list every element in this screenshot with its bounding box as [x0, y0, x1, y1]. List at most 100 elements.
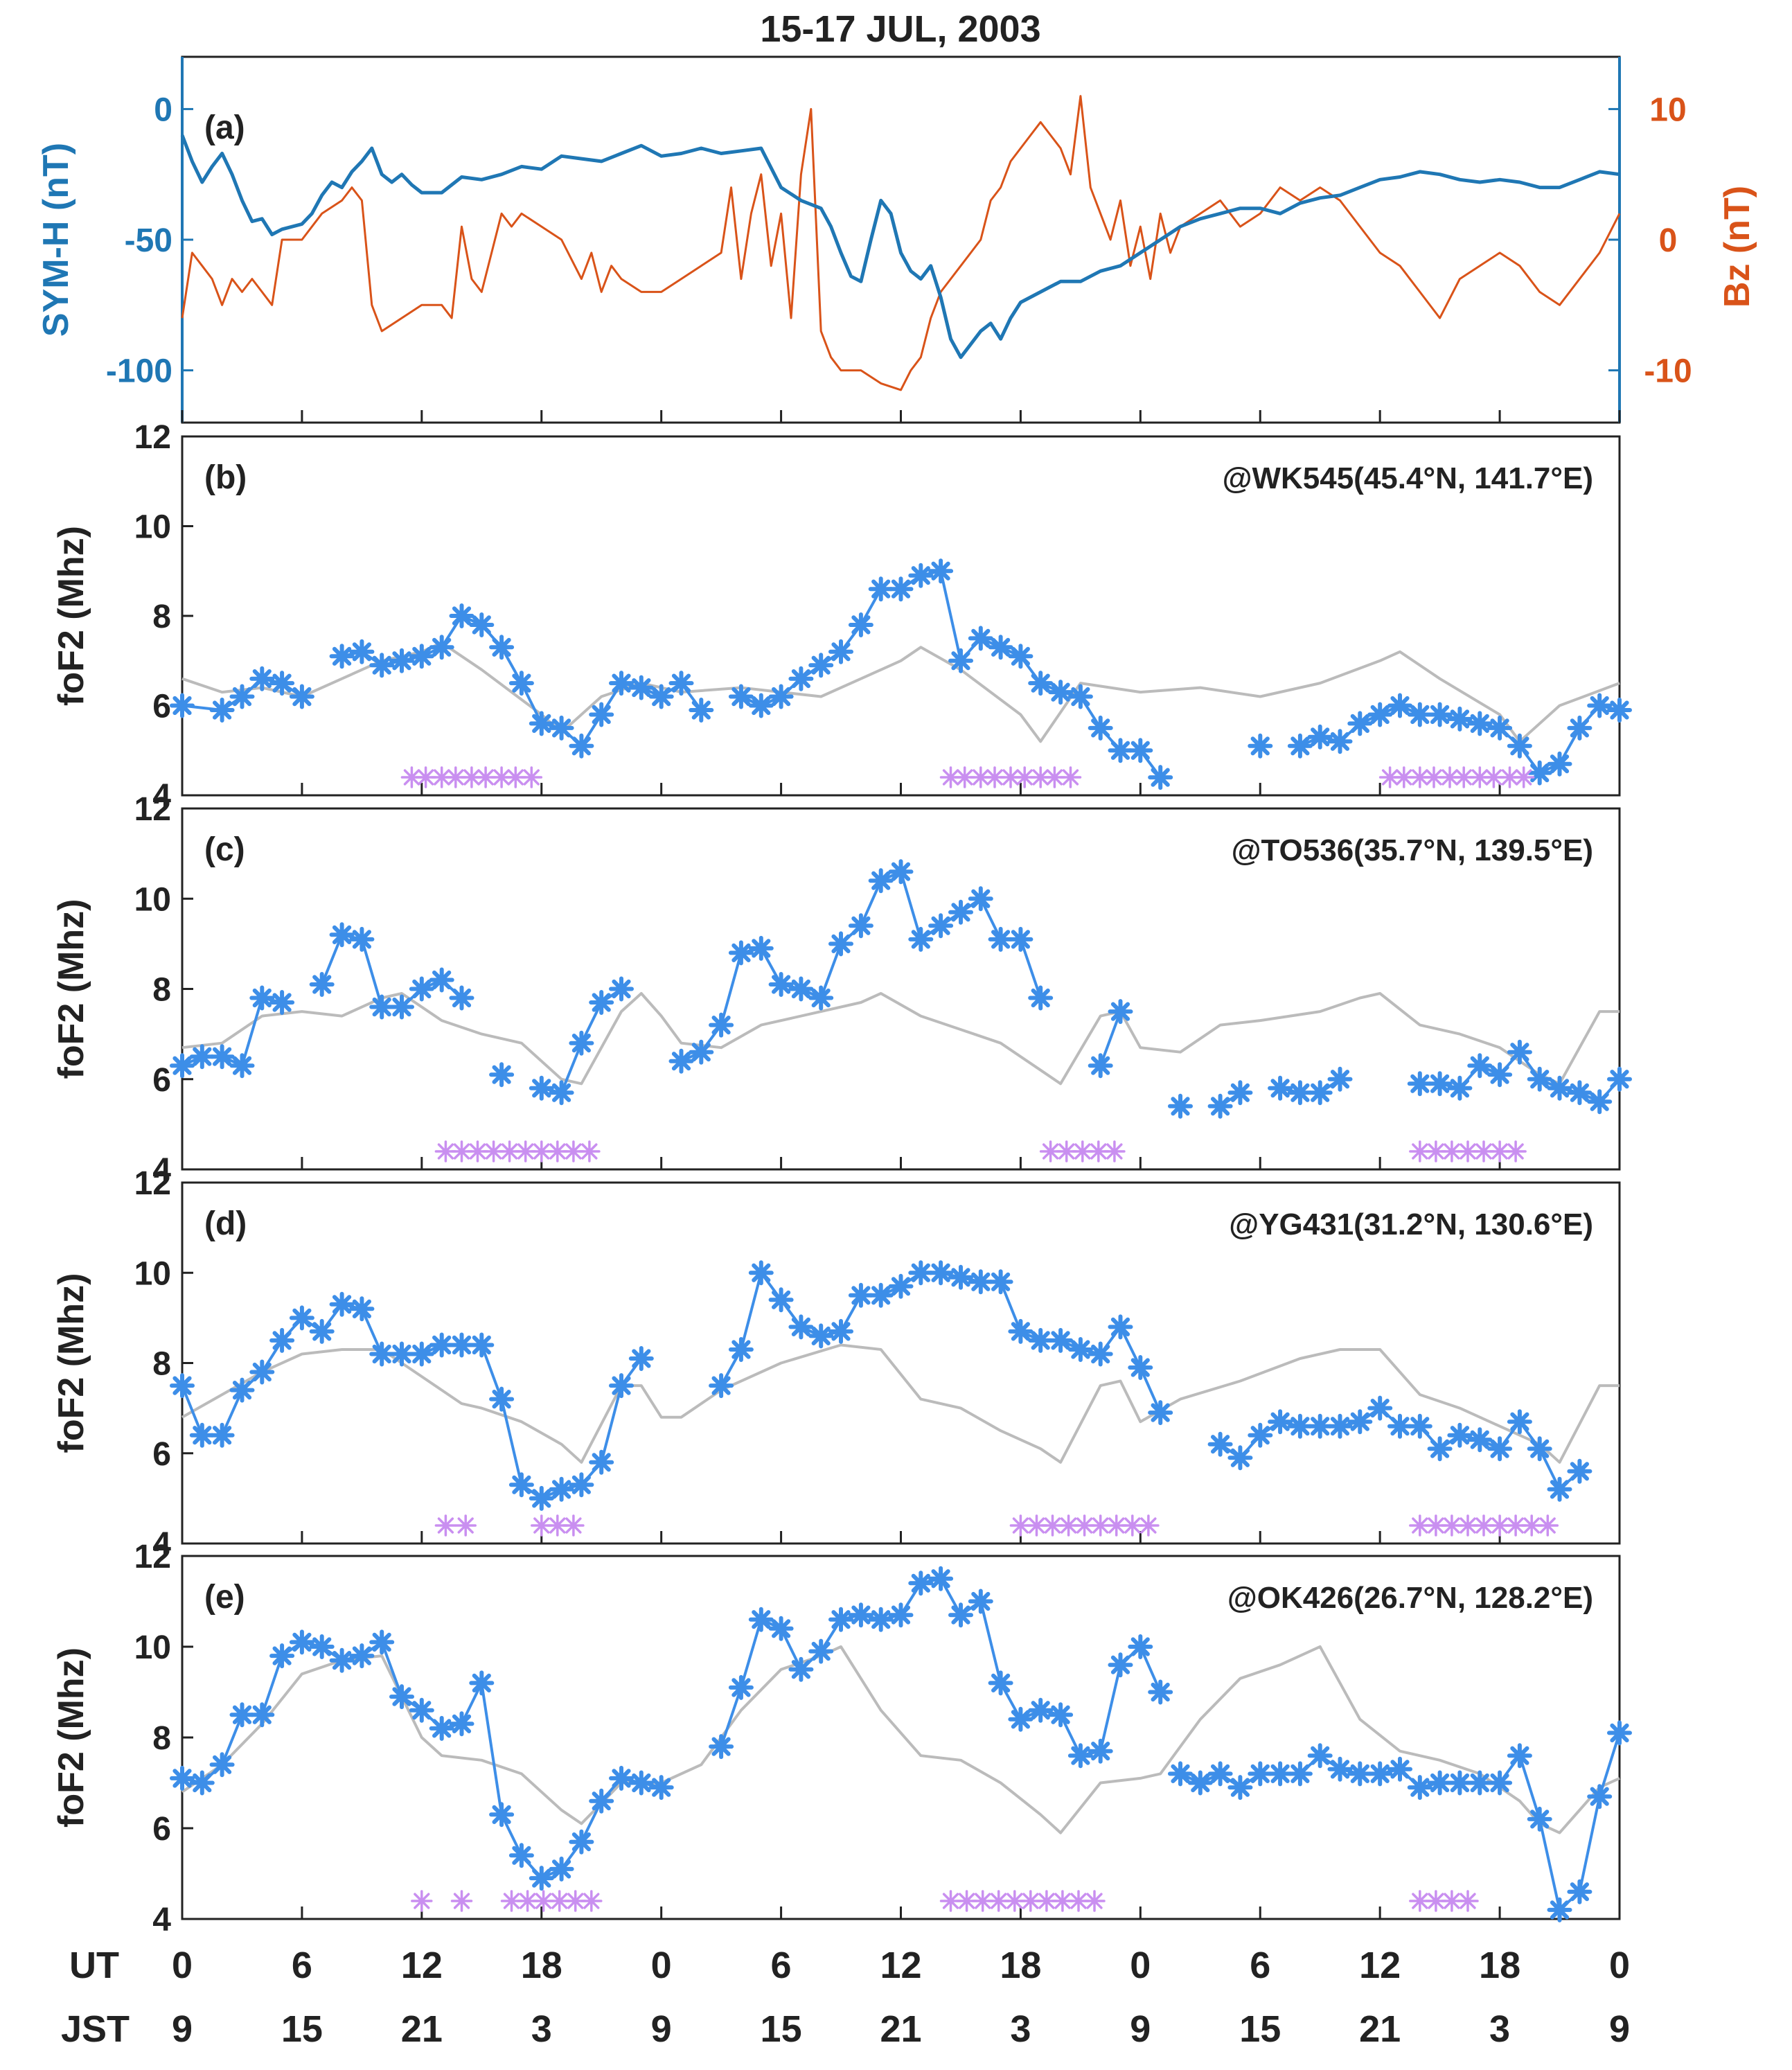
bz-axis-title: Bz (nT): [1717, 186, 1757, 308]
fof2-point: [189, 1422, 215, 1448]
fof2-point: [668, 671, 694, 696]
fof2-point: [1148, 1400, 1173, 1426]
fof2-point: [808, 985, 834, 1011]
fof2-point: [768, 972, 794, 997]
storm-marker: [1020, 1890, 1042, 1912]
fof2-point: [1567, 1080, 1593, 1106]
storm-marker: [504, 766, 527, 788]
storm-marker: [454, 1514, 477, 1537]
fof2-point: [1567, 1458, 1593, 1484]
fof2-point: [1347, 711, 1373, 736]
fof2-point: [1587, 1784, 1613, 1810]
fof2-point: [1507, 733, 1532, 759]
fof2-point: [1367, 1395, 1393, 1421]
storm-marker: [1409, 1890, 1431, 1912]
fof2-point: [1048, 1327, 1074, 1353]
fof2-point: [1427, 1436, 1453, 1462]
fof2-point: [369, 1629, 395, 1655]
fof2-point: [1487, 1436, 1513, 1462]
panel-a: 0 -50 -100 10 0 -10 (a) SYM-H (nT) Bz (nT): [36, 55, 1757, 424]
fof2-point: [549, 1080, 574, 1106]
ut-tick-label: 12: [880, 1945, 921, 1986]
fof2-point: [229, 1702, 255, 1728]
fof2-point: [1467, 1053, 1493, 1079]
fof2-point: [1307, 724, 1333, 750]
y-axis-title: foF2 (Mhz): [51, 1647, 91, 1828]
fof2-point: [209, 1422, 235, 1448]
fof2-point: [1028, 985, 1054, 1011]
storm-marker: [971, 1890, 994, 1912]
fof2-point: [1327, 1413, 1353, 1439]
y-tick-label: 6: [152, 1811, 171, 1848]
y-axis-title: foF2 (Mhz): [51, 526, 91, 706]
fof2-point: [988, 635, 1013, 660]
storm-marker: [939, 1890, 962, 1912]
fof2-point: [1547, 1075, 1572, 1101]
fof2-point: [1527, 1066, 1552, 1092]
fof2-point: [748, 935, 774, 961]
fof2-point: [828, 639, 853, 664]
storm-marker: [580, 1890, 603, 1912]
fof2-point: [1108, 1314, 1133, 1340]
fof2-point: [1207, 1093, 1233, 1119]
fof2-point: [768, 1616, 794, 1641]
fof2-point: [628, 1346, 654, 1371]
fof2-point: [249, 666, 275, 691]
fof2-point: [689, 1039, 714, 1065]
fof2-point: [1567, 1879, 1593, 1904]
fof2-point: [309, 972, 335, 997]
storm-marker: [400, 766, 423, 788]
storm-marker: [1043, 766, 1066, 788]
fof2-point: [1148, 1679, 1173, 1705]
fof2-point: [1128, 1355, 1153, 1380]
storm-marker: [1121, 1514, 1144, 1537]
fof2-point: [888, 1602, 914, 1628]
fof2-point: [948, 1264, 973, 1290]
fof2-point: [968, 1269, 993, 1295]
fof2-point: [1168, 1761, 1193, 1787]
fof2-point: [1108, 999, 1133, 1025]
fof2-point: [928, 1260, 954, 1286]
bz-line: [181, 95, 1621, 391]
storm-marker: [1073, 1514, 1096, 1537]
ut-tick-label: 0: [172, 1945, 193, 1986]
fof2-point: [409, 1697, 434, 1723]
fof2-point: [1008, 644, 1033, 669]
y-tick-label: 12: [134, 419, 171, 456]
storm-marker: [1041, 1514, 1064, 1537]
storm-marker: [1425, 1514, 1447, 1537]
fof2-point: [489, 635, 515, 660]
y-tick-label: 8: [152, 1720, 171, 1757]
fof2-point: [1207, 1431, 1233, 1457]
storm-marker: [411, 1890, 433, 1912]
symh-tick-label: -50: [125, 222, 172, 259]
fof2-point: [988, 926, 1013, 952]
fof2-point: [1407, 1071, 1432, 1097]
storm-marker: [1057, 1514, 1080, 1537]
y-tick-label: 4: [152, 1152, 171, 1189]
fof2-point: [709, 1012, 734, 1038]
storm-marker: [450, 1140, 473, 1162]
fof2-point: [589, 990, 614, 1015]
storm-marker: [531, 1514, 553, 1537]
fof2-point: [888, 1273, 914, 1299]
ut-tick-label: 0: [1130, 1945, 1151, 1986]
fof2-point: [329, 644, 355, 669]
fof2-point: [289, 1305, 314, 1331]
fof2-point: [748, 1260, 774, 1286]
fof2-point: [589, 1788, 614, 1814]
fof2-point: [289, 684, 314, 709]
fof2-point: [369, 994, 395, 1020]
ut-tick-label: 12: [1359, 1945, 1401, 1986]
fof2-point: [1387, 693, 1412, 718]
storm-marker: [1423, 766, 1445, 788]
fof2-point: [728, 940, 754, 966]
storm-marker: [490, 766, 513, 788]
storm-marker: [434, 1514, 457, 1537]
fof2-point: [449, 1711, 474, 1737]
storm-marker: [1000, 766, 1022, 788]
fof2-point: [748, 1607, 774, 1632]
jst-tick-label: 9: [1609, 2008, 1630, 2050]
y-tick-label: 8: [152, 599, 171, 635]
y-tick-label: 6: [152, 1062, 171, 1099]
